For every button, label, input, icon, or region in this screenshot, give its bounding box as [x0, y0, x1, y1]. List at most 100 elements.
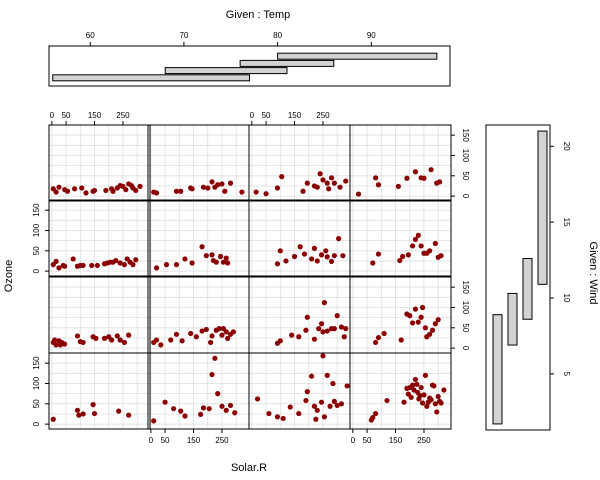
- data-point: [370, 260, 376, 266]
- data-point: [400, 253, 406, 260]
- data-point: [344, 383, 350, 389]
- data-point: [114, 333, 120, 339]
- data-point: [89, 262, 95, 269]
- data-point: [151, 418, 157, 424]
- data-point: [405, 252, 411, 258]
- data-point: [296, 410, 302, 417]
- data-point: [311, 245, 318, 251]
- data-point: [277, 338, 283, 344]
- data-point: [331, 326, 337, 332]
- wind-interval-bar: [522, 258, 533, 320]
- data-point: [203, 253, 209, 259]
- data-point: [94, 262, 100, 269]
- x-tick-label: 150: [288, 111, 302, 120]
- data-point: [266, 410, 272, 417]
- data-point: [200, 405, 207, 411]
- data-point: [311, 403, 318, 409]
- data-point: [419, 304, 426, 311]
- data-point: [301, 251, 308, 257]
- panel-frame: [48, 124, 151, 202]
- data-point: [428, 397, 434, 403]
- data-point: [340, 253, 346, 259]
- temp-tick-label: 80: [273, 31, 282, 40]
- data-point: [434, 409, 440, 415]
- data-point: [314, 407, 320, 413]
- data-point: [297, 244, 303, 250]
- data-point: [80, 262, 86, 269]
- data-point: [321, 414, 327, 420]
- data-point: [153, 190, 160, 196]
- x-tick-label: 0: [351, 436, 356, 445]
- data-point: [324, 254, 330, 260]
- y-tick-label: 50: [32, 399, 41, 408]
- data-point: [300, 188, 306, 194]
- temp-tick-label: 90: [367, 31, 376, 40]
- data-point: [418, 384, 424, 391]
- data-point: [429, 327, 436, 333]
- data-point: [328, 258, 335, 264]
- data-point: [162, 399, 168, 405]
- data-point: [331, 180, 337, 186]
- data-point: [206, 406, 212, 412]
- y-tick-label: 100: [32, 223, 41, 237]
- data-point: [203, 326, 209, 333]
- data-point: [328, 175, 335, 181]
- data-point: [355, 191, 362, 197]
- data-point: [53, 342, 59, 348]
- data-point: [330, 380, 336, 387]
- panel-frame: [48, 352, 151, 430]
- data-point: [223, 407, 229, 413]
- y-tick-label: 0: [32, 268, 41, 273]
- panel-frame: [349, 352, 452, 430]
- data-point: [239, 189, 245, 195]
- data-point: [283, 258, 289, 264]
- data-point: [219, 332, 225, 338]
- data-point: [205, 185, 211, 191]
- data-point: [418, 314, 424, 320]
- x-tick-label: 150: [187, 436, 201, 445]
- data-point: [103, 187, 109, 194]
- temp-interval-bar: [277, 52, 438, 60]
- data-point: [326, 186, 332, 192]
- data-point: [418, 243, 424, 249]
- data-point: [72, 186, 78, 192]
- data-point: [223, 255, 229, 261]
- panels-layer: 0 50 150 250 0 50 150 250 0 50 150 250 0 50 150 250 0 50 1…: [32, 111, 470, 445]
- data-point: [331, 398, 337, 404]
- data-point: [435, 393, 441, 400]
- data-point: [327, 403, 333, 409]
- data-point: [373, 175, 379, 181]
- data-point: [274, 261, 281, 267]
- y-tick-label: 0: [32, 421, 41, 426]
- y-tick-label: 100: [461, 301, 470, 315]
- data-point: [80, 339, 86, 346]
- data-point: [314, 258, 320, 264]
- data-point: [113, 257, 119, 264]
- data-point: [76, 412, 82, 418]
- data-point: [225, 260, 231, 266]
- data-point: [411, 387, 417, 393]
- data-point: [304, 180, 310, 186]
- data-point: [324, 372, 330, 378]
- data-point: [375, 251, 382, 257]
- data-point: [437, 179, 443, 185]
- data-point: [334, 402, 340, 409]
- data-point: [441, 387, 447, 393]
- data-point: [182, 413, 188, 419]
- data-point: [209, 252, 215, 258]
- data-point: [289, 332, 295, 338]
- data-point: [341, 334, 347, 340]
- data-point: [53, 258, 59, 264]
- data-point: [417, 393, 423, 399]
- data-point: [116, 408, 122, 414]
- data-point: [395, 183, 401, 189]
- data-point: [101, 335, 108, 341]
- data-point: [217, 253, 224, 260]
- data-point: [222, 188, 228, 194]
- data-point: [427, 331, 433, 337]
- panel-frame: [248, 352, 351, 430]
- data-point: [133, 187, 139, 194]
- data-point: [370, 415, 376, 421]
- data-point: [209, 333, 215, 339]
- data-point: [178, 408, 184, 414]
